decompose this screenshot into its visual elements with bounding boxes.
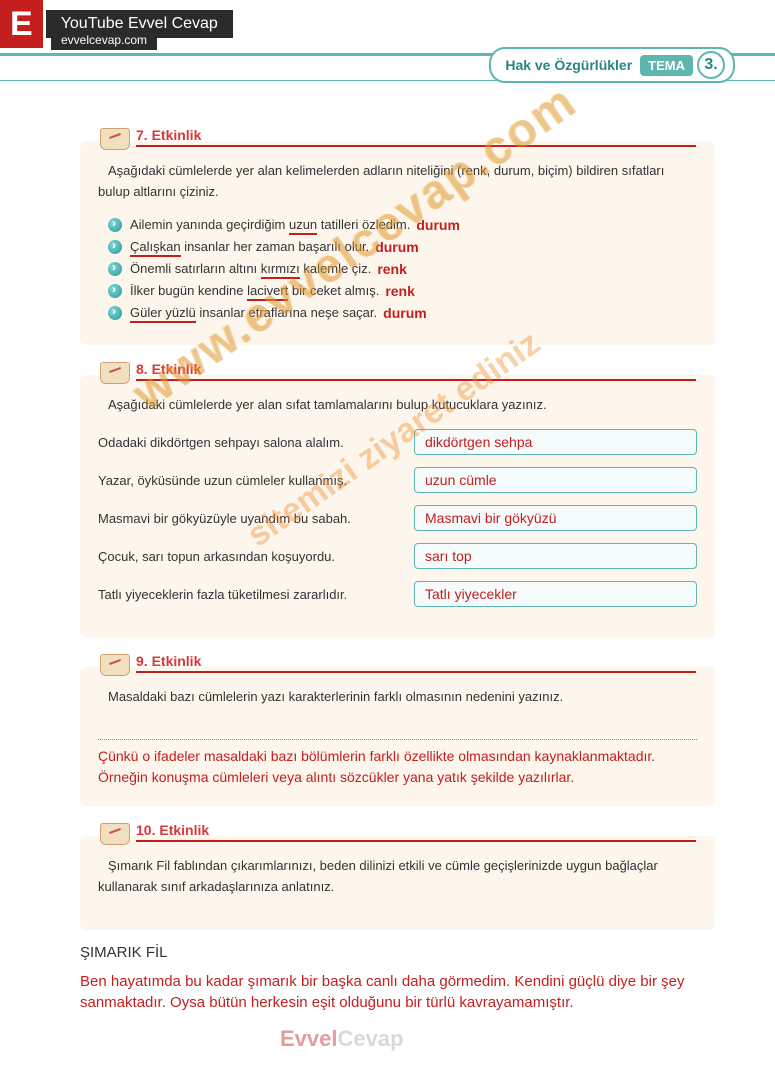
bullet-icon bbox=[108, 306, 122, 320]
bullet-icon bbox=[108, 262, 122, 276]
activity-7-block: 7. Etkinlik Aşağıdaki cümlelerde yer ala… bbox=[80, 141, 715, 345]
activity-10-header: 10. Etkinlik bbox=[100, 821, 696, 843]
pair-sentence: Odadaki dikdörtgen sehpayı salona alalım… bbox=[98, 435, 398, 450]
answer-box: Tatlı yiyecekler bbox=[414, 581, 697, 607]
topic-number-circle: 3. bbox=[697, 51, 725, 79]
sentence-text: İlker bugün kendine lacivert bir ceket a… bbox=[130, 283, 379, 298]
answer-label: renk bbox=[385, 283, 415, 299]
answer-label: durum bbox=[375, 239, 419, 255]
pair-sentence: Masmavi bir gökyüzüyle uyandım bu sabah. bbox=[98, 511, 398, 526]
topic-number: 3. bbox=[704, 56, 717, 74]
answer-box: sarı top bbox=[414, 543, 697, 569]
activity-10-instruction: Şımarık Fil fablından çıkarımlarınızı, b… bbox=[98, 856, 697, 898]
pair-sentence: Çocuk, sarı topun arkasından koşuyordu. bbox=[98, 549, 398, 564]
book-icon bbox=[100, 362, 130, 384]
footer-watermark: EvvelCevap bbox=[280, 1026, 404, 1052]
bullet-icon bbox=[108, 284, 122, 298]
topic-pill: Hak ve Özgürlükler TEMA 3. bbox=[489, 47, 735, 83]
answer-box: uzun cümle bbox=[414, 467, 697, 493]
book-icon bbox=[100, 654, 130, 676]
story-body: Ben hayatımda bu kadar şımarık bir başka… bbox=[80, 971, 715, 1013]
sentence-text: Ailemin yanında geçirdiğim uzun tatiller… bbox=[130, 217, 410, 232]
bullet-line: Güler yüzlü insanlar etraflarına neşe sa… bbox=[108, 305, 697, 321]
activity-10-title: 10. Etkinlik bbox=[136, 822, 696, 842]
activity-8-title: 8. Etkinlik bbox=[136, 361, 696, 381]
activity-7-instruction: Aşağıdaki cümlelerde yer alan kelimelerd… bbox=[98, 161, 697, 203]
activity-9-block: 9. Etkinlik Masaldaki bazı cümlelerin ya… bbox=[80, 667, 715, 806]
activity-7-header: 7. Etkinlik bbox=[100, 126, 696, 148]
story-title: ŞIMARIK FİL bbox=[80, 944, 715, 961]
footer-wm-left: Evvel bbox=[280, 1026, 338, 1051]
book-icon bbox=[100, 823, 130, 845]
bullet-icon bbox=[108, 218, 122, 232]
activity-9-answer: Çünkü o ifadeler masaldaki bazı bölümler… bbox=[98, 746, 697, 788]
activity-8-pairs: Odadaki dikdörtgen sehpayı salona alalım… bbox=[98, 429, 697, 607]
bullet-line: Çalışkan insanlar her zaman başarılı olu… bbox=[108, 239, 697, 255]
answer-label: durum bbox=[383, 305, 427, 321]
activity-10-block: 10. Etkinlik Şımarık Fil fablından çıkar… bbox=[80, 836, 715, 930]
pair-row: Tatlı yiyeceklerin fazla tüketilmesi zar… bbox=[98, 581, 697, 607]
pair-sentence: Tatlı yiyeceklerin fazla tüketilmesi zar… bbox=[98, 587, 398, 602]
sentence-text: Çalışkan insanlar her zaman başarılı olu… bbox=[130, 239, 369, 254]
bullet-icon bbox=[108, 240, 122, 254]
activity-7-title: 7. Etkinlik bbox=[136, 127, 696, 147]
activity-8-instruction: Aşağıdaki cümlelerde yer alan sıfat taml… bbox=[98, 395, 697, 416]
activity-8-block: 8. Etkinlik Aşağıdaki cümlelerde yer ala… bbox=[80, 375, 715, 638]
pair-row: Çocuk, sarı topun arkasından koşuyordu. s… bbox=[98, 543, 697, 569]
site-logo: E bbox=[0, 0, 43, 48]
pair-row: Yazar, öyküsünde uzun cümleler kullanmış… bbox=[98, 467, 697, 493]
activity-9-instruction: Masaldaki bazı cümlelerin yazı karakterl… bbox=[98, 687, 697, 708]
page-content: 7. Etkinlik Aşağıdaki cümlelerde yer ala… bbox=[0, 81, 775, 1033]
answer-box: Masmavi bir gökyüzü bbox=[414, 505, 697, 531]
footer-wm-right: Cevap bbox=[338, 1026, 404, 1051]
pair-row: Masmavi bir gökyüzüyle uyandım bu sabah.… bbox=[98, 505, 697, 531]
answer-box: dikdörtgen sehpa bbox=[414, 429, 697, 455]
answer-label: durum bbox=[416, 217, 460, 233]
site-url: evvelcevap.com bbox=[51, 30, 157, 50]
activity-9-title: 9. Etkinlik bbox=[136, 653, 696, 673]
topic-title: Hak ve Özgürlükler bbox=[505, 57, 632, 73]
sentence-text: Önemli satırların altını kırmızı kalemle… bbox=[130, 261, 371, 276]
pair-row: Odadaki dikdörtgen sehpayı salona alalım… bbox=[98, 429, 697, 455]
activity-8-header: 8. Etkinlik bbox=[100, 360, 696, 382]
topic-tema-label: TEMA bbox=[640, 55, 693, 76]
answer-label: renk bbox=[377, 261, 407, 277]
topic-banner: Hak ve Özgürlükler TEMA 3. bbox=[0, 53, 775, 81]
bullet-line: Ailemin yanında geçirdiğim uzun tatiller… bbox=[108, 217, 697, 233]
bullet-line: Önemli satırların altını kırmızı kalemle… bbox=[108, 261, 697, 277]
pair-sentence: Yazar, öyküsünde uzun cümleler kullanmış… bbox=[98, 473, 398, 488]
activity-9-header: 9. Etkinlik bbox=[100, 652, 696, 674]
book-icon bbox=[100, 128, 130, 150]
dotted-line bbox=[98, 722, 697, 740]
bullet-line: İlker bugün kendine lacivert bir ceket a… bbox=[108, 283, 697, 299]
sentence-text: Güler yüzlü insanlar etraflarına neşe sa… bbox=[130, 305, 377, 320]
activity-7-lines: Ailemin yanında geçirdiğim uzun tatiller… bbox=[98, 217, 697, 321]
